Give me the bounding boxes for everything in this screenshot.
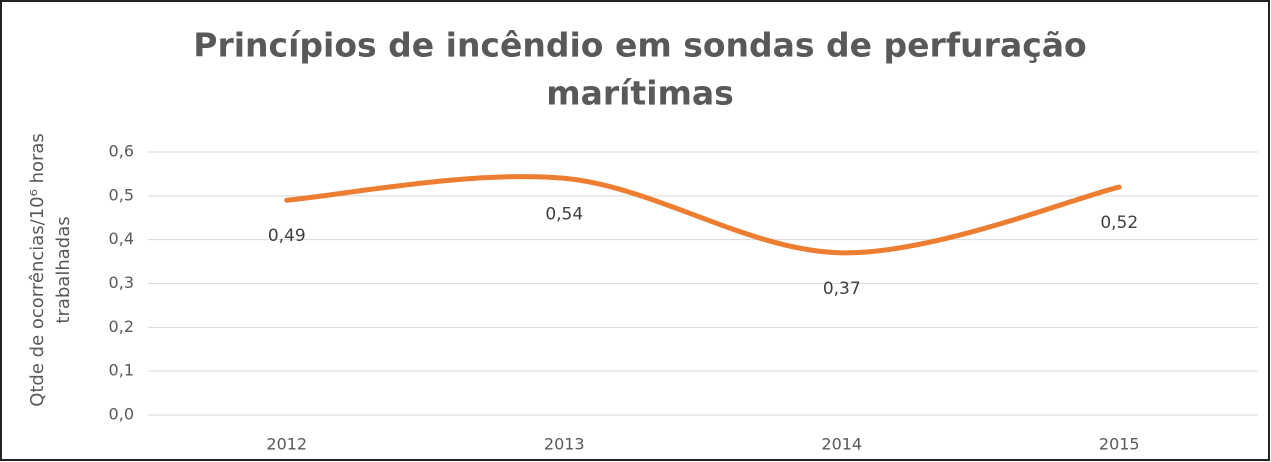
y-axis-label-line: trabalhadas [53, 216, 74, 323]
line [284, 174, 1122, 256]
y-axis-label-line: Qtde de ocorrências/10⁶ horas [27, 133, 48, 407]
y-tick-label: 0,4 [109, 229, 134, 248]
x-tick-label: 2015 [1099, 435, 1140, 454]
y-tick-label: 0,1 [109, 361, 134, 380]
y-tick-label: 0,6 [109, 142, 134, 161]
y-axis-label: Qtde de ocorrências/10⁶ horas trabalhada… [27, 133, 74, 407]
y-tick-label: 0,2 [109, 317, 134, 336]
chart-title: marítimas [546, 74, 734, 113]
x-tick-label: 2014 [821, 435, 862, 454]
chart-title: Princípios de incêndio em sondas de perf… [193, 26, 1086, 65]
y-tick-label: 0,5 [109, 185, 134, 204]
data-label: 0,49 [268, 226, 306, 246]
data-label: 0,54 [545, 204, 583, 224]
data-label: 0,52 [1100, 213, 1138, 233]
y-tick-label: 0,0 [109, 405, 134, 424]
data-label: 0,37 [823, 279, 861, 299]
x-tick-label: 2013 [544, 435, 585, 454]
y-tick-label: 0,3 [109, 273, 134, 292]
x-tick-label: 2012 [266, 435, 307, 454]
